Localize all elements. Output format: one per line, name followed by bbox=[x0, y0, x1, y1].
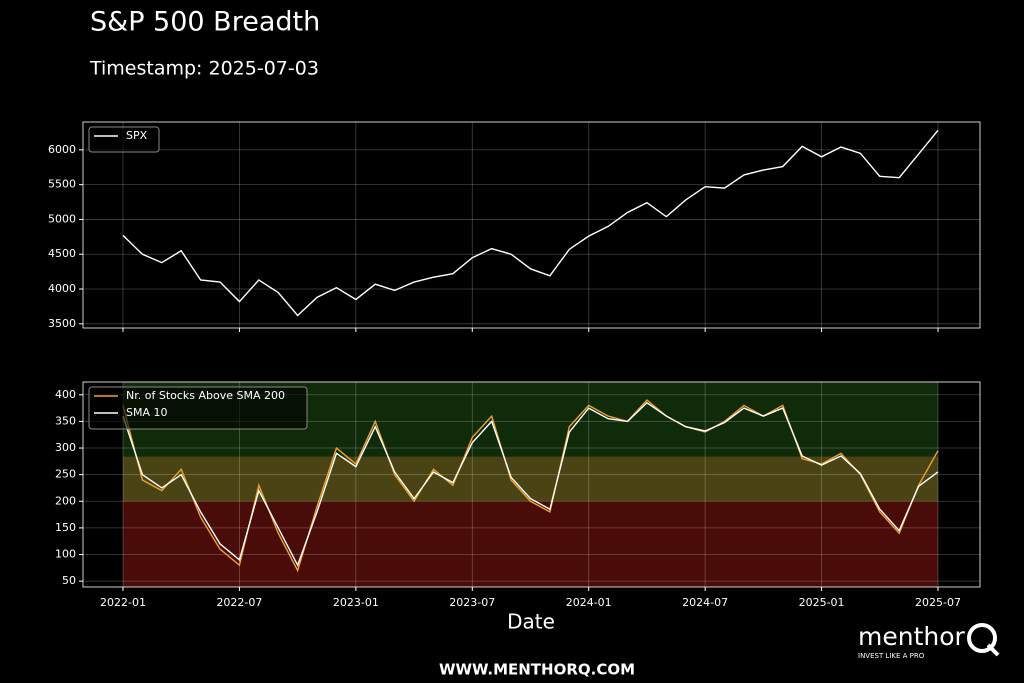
y-tick-label: 350 bbox=[55, 414, 76, 427]
axes-frame bbox=[82, 381, 981, 588]
y-tick-label: 50 bbox=[62, 574, 76, 587]
logo-tail bbox=[986, 643, 1000, 657]
x-tick-label: 2024-07 bbox=[682, 596, 728, 609]
y-tick-label: 250 bbox=[55, 468, 76, 481]
legend-label: SMA 10 bbox=[126, 406, 168, 419]
chart-subtitle: Timestamp: 2025-07-03 bbox=[89, 58, 319, 80]
x-tick-label: 2022-07 bbox=[216, 596, 262, 609]
y-tick-label: 100 bbox=[55, 548, 76, 561]
y-tick-label: 5500 bbox=[48, 178, 76, 191]
logo-tagline: INVEST LIKE A PRO bbox=[858, 652, 925, 660]
axes-frame bbox=[82, 121, 981, 329]
x-axis-label: Date bbox=[507, 610, 555, 634]
series-line bbox=[122, 399, 939, 573]
series-line bbox=[122, 401, 939, 567]
y-tick-label: 150 bbox=[55, 521, 76, 534]
y-tick-label: 5000 bbox=[48, 212, 76, 225]
y-tick-label: 6000 bbox=[48, 143, 76, 156]
chart-title: S&P 500 Breadth bbox=[90, 7, 320, 38]
logo-text: menthor bbox=[858, 622, 966, 651]
x-tick-label: 2024-01 bbox=[566, 596, 612, 609]
x-tick-label: 2022-01 bbox=[100, 596, 146, 609]
legend-box bbox=[88, 126, 160, 153]
legend-label: Nr. of Stocks Above SMA 200 bbox=[126, 389, 285, 402]
legend-box bbox=[88, 386, 308, 430]
x-tick-label: 2025-01 bbox=[799, 596, 845, 609]
y-tick-label: 3500 bbox=[48, 317, 76, 330]
logo-ring bbox=[967, 623, 997, 653]
legend-label: SPX bbox=[126, 129, 148, 142]
series-line bbox=[122, 129, 939, 317]
x-tick-label: 2023-07 bbox=[449, 596, 495, 609]
x-tick-label: 2025-07 bbox=[915, 596, 961, 609]
x-tick-label: 2023-01 bbox=[333, 596, 379, 609]
y-tick-label: 4500 bbox=[48, 247, 76, 260]
y-tick-label: 200 bbox=[55, 494, 76, 507]
threshold-band bbox=[123, 456, 938, 502]
footer: WWW.MENTHORQ.COM bbox=[439, 661, 635, 679]
y-tick-label: 400 bbox=[55, 388, 76, 401]
threshold-band bbox=[123, 501, 938, 587]
y-tick-label: 4000 bbox=[48, 282, 76, 295]
y-tick-label: 300 bbox=[55, 441, 76, 454]
